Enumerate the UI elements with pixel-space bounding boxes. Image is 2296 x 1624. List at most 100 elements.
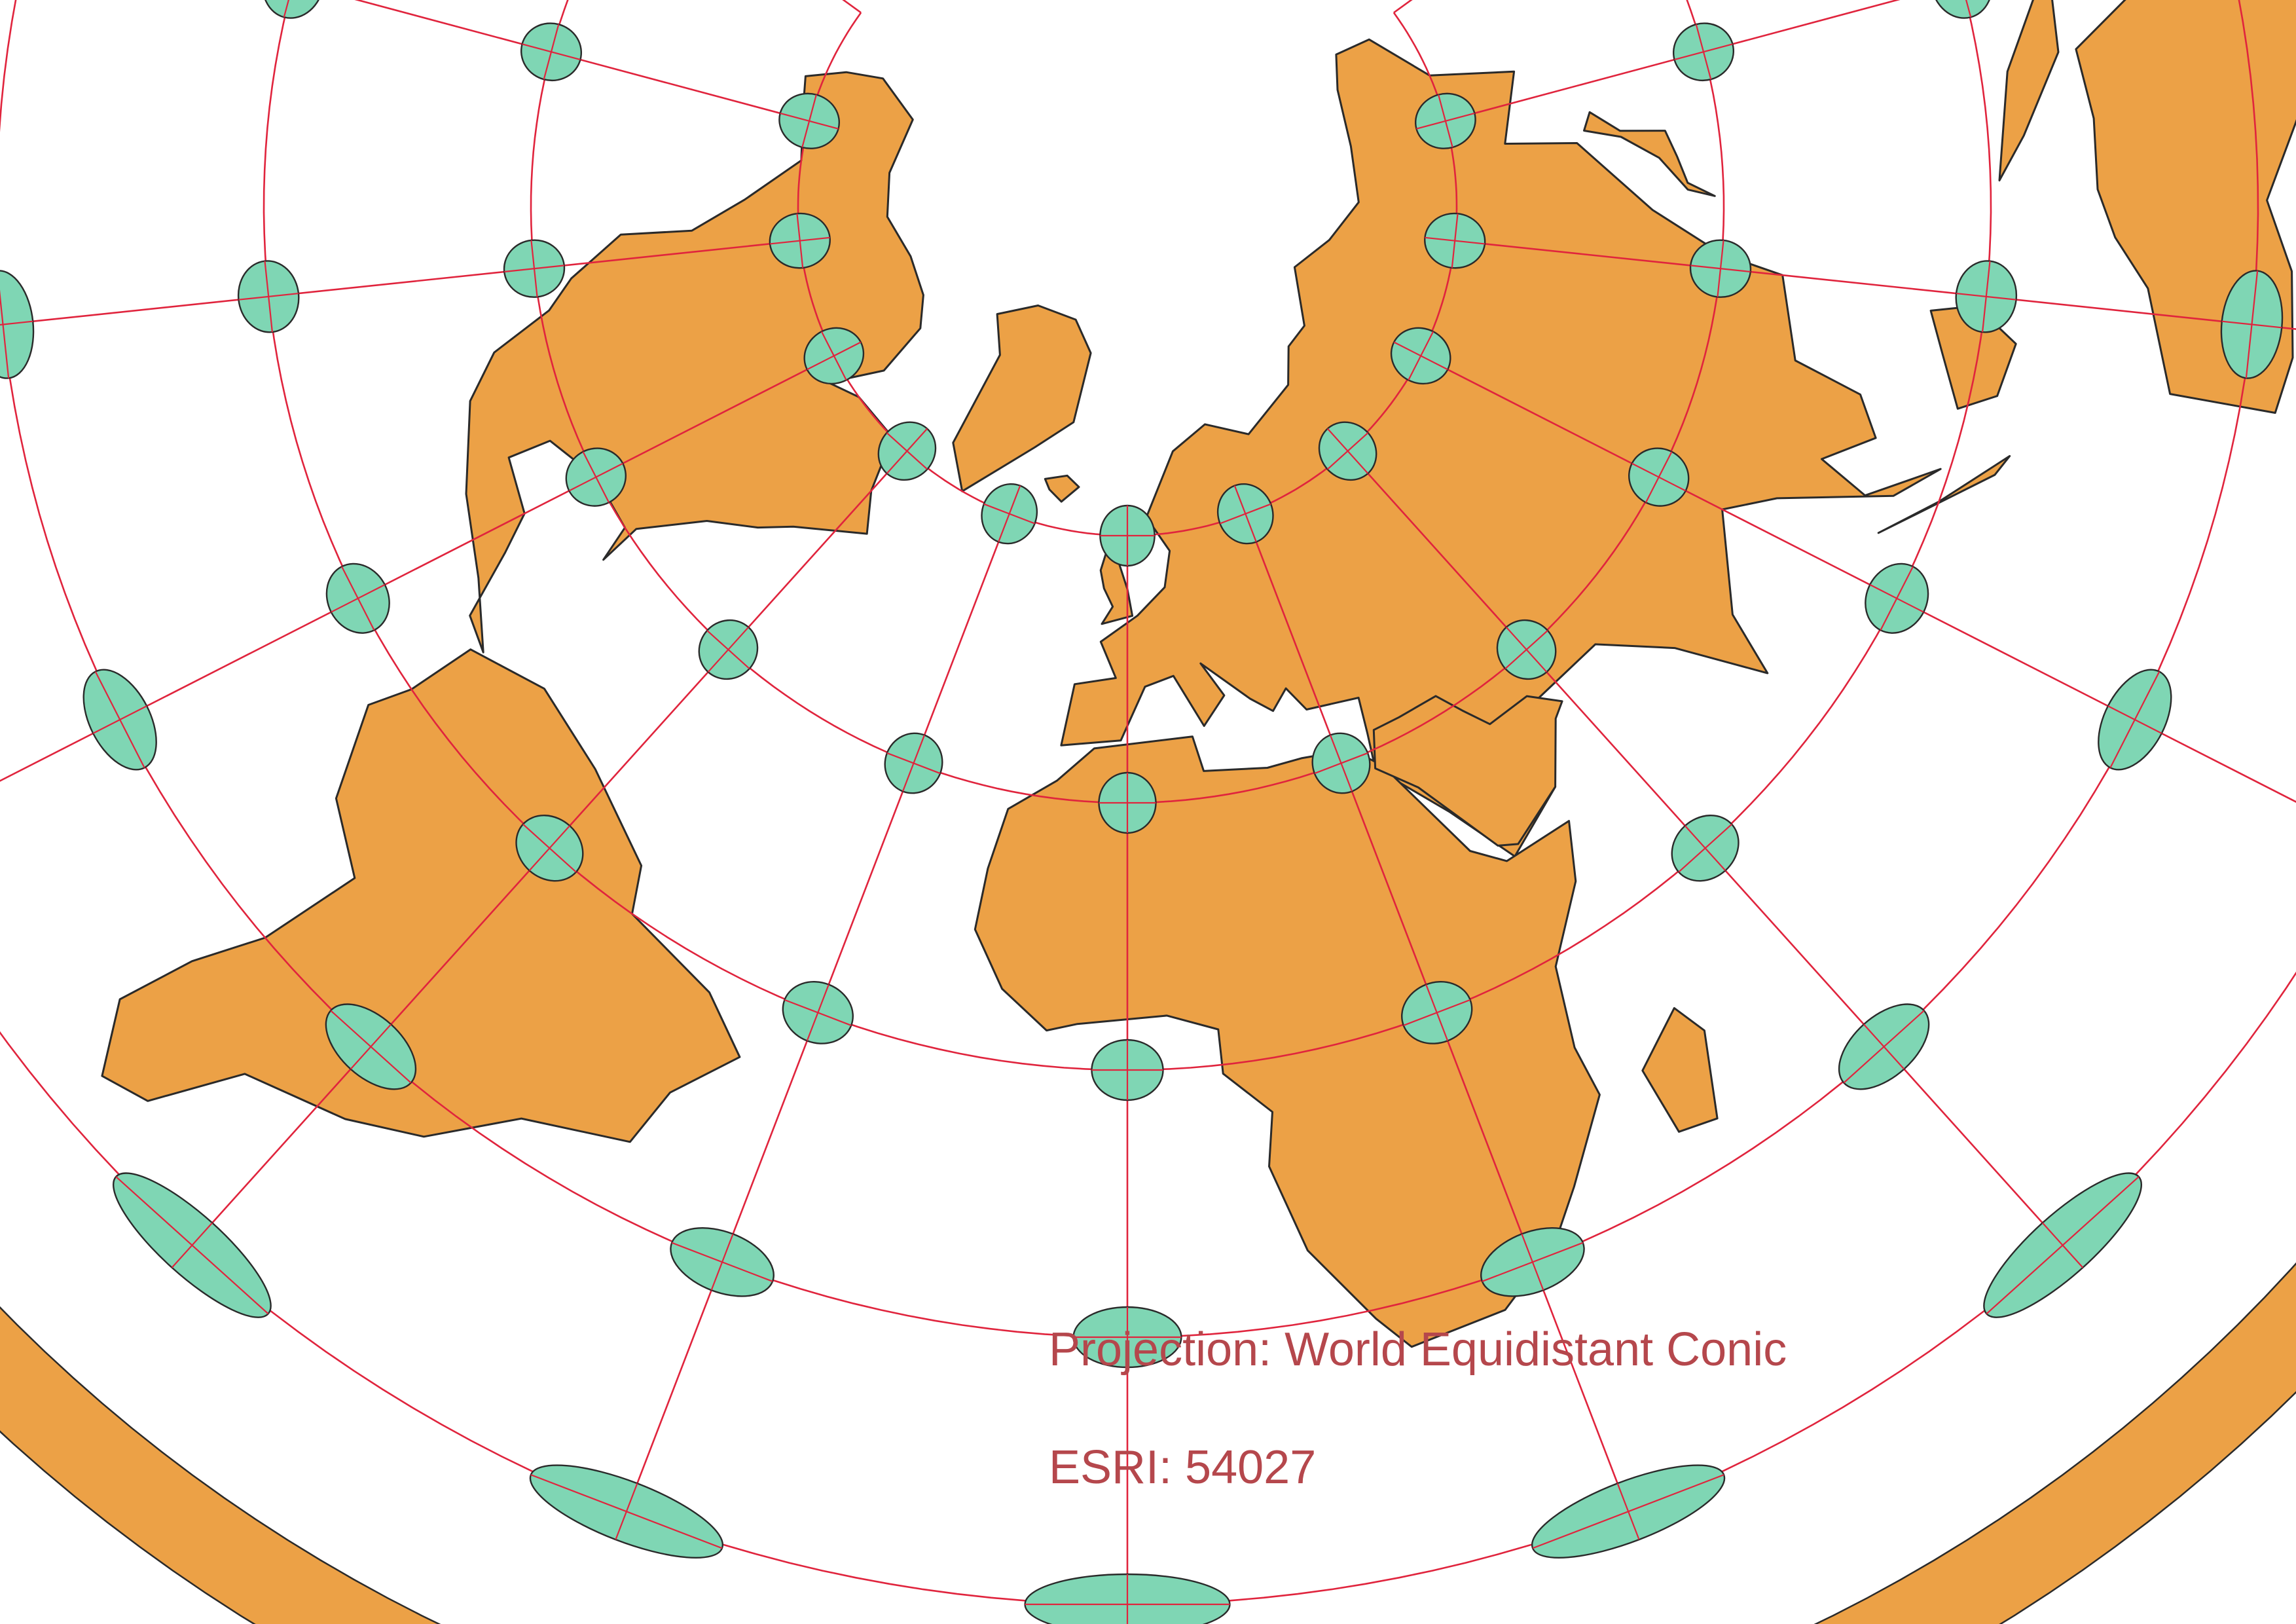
tissot-axis-minor [1869, 583, 1924, 613]
tissot-axis-minor [780, 112, 839, 130]
tissot-ellipse-60--30 [1838, 1003, 1930, 1090]
tissot-axis-major [1951, 0, 1972, 18]
tissot-ellipse--90-30 [565, 447, 627, 507]
tissot-ellipse--30--30 [670, 1227, 774, 1297]
landmass-arabia [1372, 695, 1563, 847]
tissot-ellipse--30-30 [884, 732, 943, 794]
tissot-axis-minor [806, 984, 829, 1041]
tissot-ellipse--30-0 [782, 981, 854, 1044]
landmass-africa [974, 735, 1601, 1348]
tissot-axis-minor [238, 292, 299, 301]
tissot-axis-minor [615, 1483, 638, 1540]
tissot-axis-minor [1616, 1483, 1640, 1540]
tissot-axis-minor [902, 735, 926, 792]
tissot-ellipse--150-30 [520, 22, 583, 82]
tissot-axis-minor [769, 236, 830, 245]
landmass-japan [1583, 111, 1716, 197]
tissot-ellipse--60--30 [325, 1003, 417, 1090]
tissot-axis-minor [1425, 984, 1449, 1041]
tissot-ellipse-60-60 [1318, 421, 1377, 481]
tissot-ellipse-0-30 [1098, 771, 1157, 834]
tissot-axis-minor [707, 627, 749, 673]
tissot-ellipse-90-0 [1865, 563, 1929, 634]
tissot-ellipse--90--30 [82, 669, 157, 771]
tissot-axis-minor [171, 1222, 213, 1268]
tissot-ellipse-150-30 [1672, 22, 1735, 82]
tissot-axis-minor [2107, 705, 2162, 734]
tissot-ellipse-shape [262, 0, 325, 19]
tissot-axis-minor [1506, 627, 1548, 673]
tissot-axis-minor [1521, 1233, 1544, 1291]
tissot-ellipse-60--60 [1983, 1172, 2143, 1318]
tissot-ellipse--150-60 [778, 92, 841, 149]
tissot-axis-minor [807, 341, 862, 371]
tissot-ellipse--150-0 [262, 0, 325, 19]
tissot-axis-minor [1416, 112, 1475, 130]
tissot-axis-minor [568, 462, 623, 492]
tissot-ellipse-60-30 [1496, 619, 1557, 680]
tissot-ellipse-120-0 [1955, 260, 2018, 333]
tissot-axis-minor [1685, 825, 1726, 872]
tissot-axis-minor [522, 43, 581, 61]
tissot-ellipse-30-30 [1311, 732, 1371, 794]
tissot-ellipse-90--30 [2098, 669, 2172, 771]
tissot-axis-minor [1233, 485, 1257, 542]
tissot-ellipse-0-60 [1099, 504, 1156, 567]
tissot-axis-minor [1631, 462, 1686, 492]
tissot-ellipse-150-60 [1414, 92, 1476, 149]
tissot-axis-minor [998, 485, 1021, 542]
meridian-150 [1445, 0, 1901, 122]
tissot-ellipse--90-0 [325, 563, 390, 634]
tissot-axis-minor [1956, 292, 2016, 301]
tissot-ellipse-shape [1930, 0, 1993, 19]
tissot-axis-major [283, 0, 304, 18]
landmass-new-guinea [1998, 0, 2060, 181]
tissot-ellipse-0--60 [1024, 1573, 1231, 1624]
tissot-axis-minor [1393, 341, 1448, 371]
tissot-axis-minor [710, 1233, 734, 1291]
tissot-ellipse-90-60 [1390, 327, 1451, 385]
meridian--150 [354, 0, 810, 122]
tissot-axis-minor [2042, 1222, 2084, 1268]
tissot-ellipse--120-0 [237, 260, 300, 333]
tissot-ellipse-0-0 [1091, 1039, 1164, 1101]
tissot-axis-minor [504, 265, 564, 273]
tissot-ellipse--60--60 [112, 1172, 272, 1318]
tissot-ellipse-150-0 [1930, 0, 1993, 19]
tissot-ellipse--30--60 [529, 1464, 724, 1559]
tissot-ellipse--90-60 [803, 327, 865, 385]
tissot-ellipse-0--30 [1072, 1306, 1182, 1369]
tissot-ellipse--120-60 [769, 212, 831, 269]
tissot-ellipse-30-60 [1216, 483, 1274, 545]
tissot-ellipse-30--60 [1531, 1464, 1726, 1559]
tissot-ellipse-60-0 [1671, 815, 1740, 882]
landmass-indonesia-sumatra [1877, 454, 2011, 534]
landmass-eurasia [1060, 38, 1942, 858]
tissot-axis-minor [1674, 43, 1733, 61]
tissot-axis-minor [331, 583, 386, 613]
tissot-ellipse-120-60 [1424, 212, 1486, 269]
landmass-south-america [101, 648, 741, 1143]
tissot-axis-minor [0, 320, 33, 329]
landmass-madagascar [1641, 1006, 1719, 1133]
tissot-axis-minor [1863, 1024, 1905, 1070]
tissot-ellipse--120-30 [503, 239, 566, 298]
meridian--180 [842, 0, 862, 14]
tissot-axis-minor [1327, 428, 1369, 474]
tissot-axis-minor [2221, 320, 2282, 329]
landmass-layer [101, 0, 2296, 1348]
tissot-ellipse--30-60 [981, 483, 1038, 545]
tissot-axis-minor [350, 1024, 392, 1070]
landmass-greenland [952, 304, 1092, 492]
tissot-ellipse-30--30 [1480, 1227, 1585, 1297]
tissot-axis-minor [886, 428, 928, 474]
tissot-ellipse--60-60 [877, 421, 937, 481]
tissot-ellipse-120--30 [2220, 270, 2284, 379]
landmass-iceland [1044, 474, 1080, 503]
tissot-axis-minor [528, 825, 570, 872]
tissot-ellipse-120-30 [1689, 239, 1752, 298]
